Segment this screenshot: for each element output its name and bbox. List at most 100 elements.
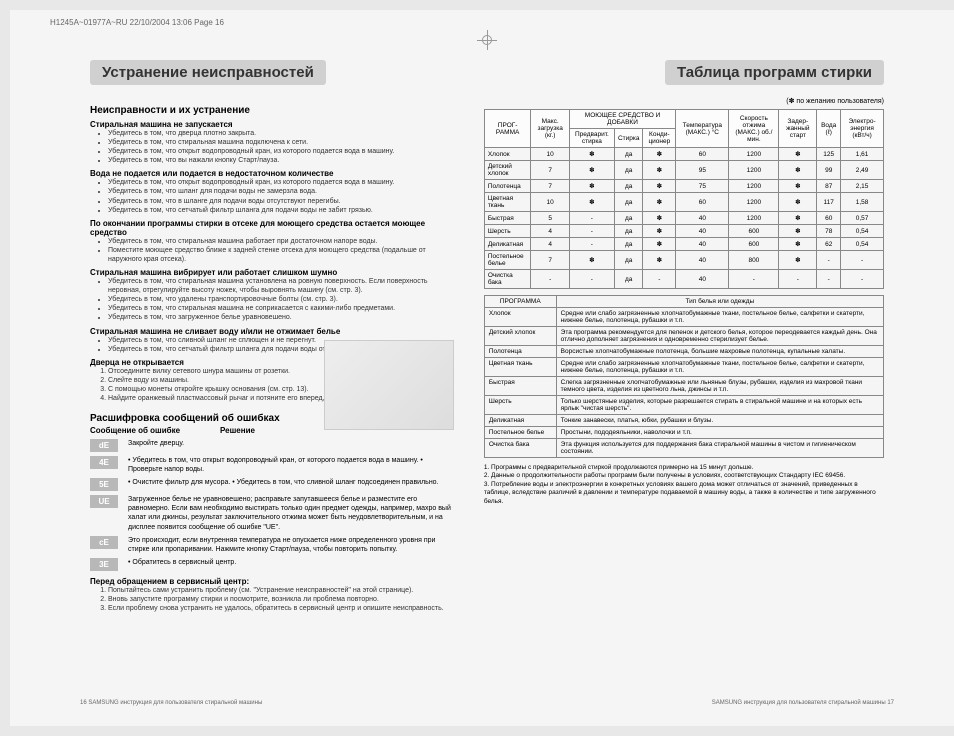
err-col1: Сообщение об ошибке bbox=[90, 426, 180, 435]
crop-circle bbox=[482, 35, 492, 45]
error-code: 3E bbox=[90, 558, 118, 571]
table-cell: 40 bbox=[676, 238, 729, 251]
table-cell: ✽ bbox=[779, 238, 817, 251]
table-row: ПолотенцаВорсистые хлопчатобумажные поло… bbox=[484, 346, 883, 358]
problem-heading: По окончании программы стирки в отсеке д… bbox=[90, 219, 454, 237]
error-code: 5E bbox=[90, 478, 118, 491]
left-page: Устранение неисправностей Неисправности … bbox=[50, 60, 454, 613]
table-cell: да bbox=[614, 270, 643, 289]
table-cell: ✽ bbox=[779, 161, 817, 180]
table-row: ДеликатнаяТонкие занавески, платья, юбки… bbox=[484, 415, 883, 427]
table-cell: 40 bbox=[676, 251, 729, 270]
table-cell: ✽ bbox=[643, 212, 676, 225]
table-cell: Средне или слабо загрязненные хлопчатобу… bbox=[556, 308, 883, 327]
table-row: Цветная тканьСредне или слабо загрязненн… bbox=[484, 358, 883, 377]
table-cell: 4 bbox=[531, 225, 569, 238]
table-cell: Детский хлопок bbox=[484, 161, 531, 180]
table-cell: 2,15 bbox=[841, 180, 884, 193]
table-cell: - bbox=[817, 270, 841, 289]
table-cell: ✽ bbox=[643, 251, 676, 270]
table-row: Деликатная4-да✽40600✽620,54 bbox=[484, 238, 883, 251]
table-row: Хлопок10✽да✽601200✽1251,61 bbox=[484, 148, 883, 161]
table-cell: Эта функция используется для поддержания… bbox=[556, 439, 883, 458]
table-cell: 78 bbox=[817, 225, 841, 238]
table-cell: Цветная ткань bbox=[484, 193, 531, 212]
table-cell: Простыни, пододеяльники, наволочки и т.п… bbox=[556, 427, 883, 439]
table-row: Детский хлопок7✽да✽951200✽992,49 bbox=[484, 161, 883, 180]
footnote: 2. Данные о продолжительности работы про… bbox=[484, 472, 884, 480]
left-title: Устранение неисправностей bbox=[90, 60, 326, 85]
table-cell: - bbox=[729, 270, 779, 289]
table-cell: 2,49 bbox=[841, 161, 884, 180]
problem-items: Убедитесь в том, что дверца плотно закры… bbox=[108, 129, 454, 165]
table-cell: 7 bbox=[531, 180, 569, 193]
table-cell: Хлопок bbox=[484, 148, 531, 161]
table-cell: Быстрая bbox=[484, 212, 531, 225]
service-step: Если проблему снова устранить не удалось… bbox=[108, 604, 454, 613]
table-cell: Эта программа рекомендуется для пеленок … bbox=[556, 327, 883, 346]
table-cell: Шерсть bbox=[484, 225, 531, 238]
service-step: Вновь запустите программу стирки и посмо… bbox=[108, 595, 454, 604]
table-cell: ✽ bbox=[643, 161, 676, 180]
table-row: ХлопокСредне или слабо загрязненные хлоп… bbox=[484, 308, 883, 327]
table-row: ШерстьТолько шерстяные изделия, которые … bbox=[484, 396, 883, 415]
problem-item: Убедитесь в том, что в шланге для подачи… bbox=[108, 197, 454, 206]
table-cell: да bbox=[614, 193, 643, 212]
table-cell: Хлопок bbox=[484, 308, 556, 327]
table-cell: Быстрая bbox=[484, 377, 556, 396]
table-cell: Тонкие занавески, платья, юбки, рубашки … bbox=[556, 415, 883, 427]
error-desc: • Очистите фильтр для мусора. • Убедитес… bbox=[128, 478, 454, 487]
machine-illustration bbox=[324, 340, 454, 430]
problem-item: Убедитесь в том, что открыт водопроводны… bbox=[108, 147, 454, 156]
error-desc: • Обратитесь в сервисный центр. bbox=[128, 558, 454, 567]
table-cell: ✽ bbox=[779, 251, 817, 270]
table-cell: 7 bbox=[531, 251, 569, 270]
table-cell: 800 bbox=[729, 251, 779, 270]
problem-item: Убедитесь в том, что шланг для подачи во… bbox=[108, 187, 454, 196]
table-row: Постельное белье7✽да✽40800✽-- bbox=[484, 251, 883, 270]
table-cell: да bbox=[614, 225, 643, 238]
table-cell: - bbox=[841, 251, 884, 270]
th-delay: Задер-жанный старт bbox=[779, 110, 817, 148]
problem-item: Убедитесь в том, что стиральная машина у… bbox=[108, 277, 454, 295]
error-desc: Загруженное белье не уравновешено; распр… bbox=[128, 495, 454, 531]
th-energy: Электро-энергия (кВт/ч) bbox=[841, 110, 884, 148]
problem-heading: Стиральная машина не запускается bbox=[90, 120, 454, 129]
problem-heading: Вода не подается или подается в недостат… bbox=[90, 169, 454, 178]
err-col2: Решение bbox=[220, 426, 255, 435]
program-table-body: Хлопок10✽да✽601200✽1251,61Детский хлопок… bbox=[484, 148, 883, 289]
problem-item: Убедитесь в том, что вы нажали кнопку Ст… bbox=[108, 156, 454, 165]
error-code: cE bbox=[90, 536, 118, 549]
error-desc: Это происходит, если внутренняя температ… bbox=[128, 536, 454, 554]
table-cell: Шерсть bbox=[484, 396, 556, 415]
errors-list: dEЗакройте дверцу. 4E• Убедитесь в том, ч… bbox=[90, 439, 454, 571]
service-step: Попытайтесь сами устранить проблему (см.… bbox=[108, 586, 454, 595]
error-code: UE bbox=[90, 495, 118, 508]
table-cell: ✽ bbox=[643, 238, 676, 251]
problem-items: Убедитесь в том, что стиральная машина у… bbox=[108, 277, 454, 322]
problem-item: Убедитесь в том, что дверца плотно закры… bbox=[108, 129, 454, 138]
table-row: Очистка бака--да-40---- bbox=[484, 270, 883, 289]
problem-item: Убедитесь в том, что открыт водопроводны… bbox=[108, 178, 454, 187]
table-row: Детский хлопокЭта программа рекомендуетс… bbox=[484, 327, 883, 346]
footer-right: SAMSUNG инструкция для пользователя стир… bbox=[712, 700, 894, 706]
table-cell: да bbox=[614, 251, 643, 270]
right-title: Таблица программ стирки bbox=[665, 60, 884, 85]
error-row: UE Загруженное белье не уравновешено; рас… bbox=[90, 495, 454, 531]
table-cell: Средне или слабо загрязненные хлопчатобу… bbox=[556, 358, 883, 377]
table-cell: 60 bbox=[817, 212, 841, 225]
th-water: Вода (ℓ) bbox=[817, 110, 841, 148]
error-code: 4E bbox=[90, 456, 118, 469]
table-cell: 1200 bbox=[729, 148, 779, 161]
table-cell: Только шерстяные изделия, которые разреш… bbox=[556, 396, 883, 415]
table-cell: ✽ bbox=[643, 193, 676, 212]
table-cell: ✽ bbox=[643, 180, 676, 193]
table-cell: 99 bbox=[817, 161, 841, 180]
manual-spread: H1245A~01977A~RU 22/10/2004 13:06 Page 1… bbox=[10, 10, 954, 726]
table-cell: ✽ bbox=[779, 225, 817, 238]
error-row: 4E• Убедитесь в том, что открыт водопров… bbox=[90, 456, 454, 474]
footnote: 3. Потребление воды и электроэнергии в к… bbox=[484, 481, 884, 506]
table-row: БыстраяСлегка загрязненные хлопчатобумаж… bbox=[484, 377, 883, 396]
table-cell: - bbox=[779, 270, 817, 289]
error-row: dEЗакройте дверцу. bbox=[90, 439, 454, 452]
